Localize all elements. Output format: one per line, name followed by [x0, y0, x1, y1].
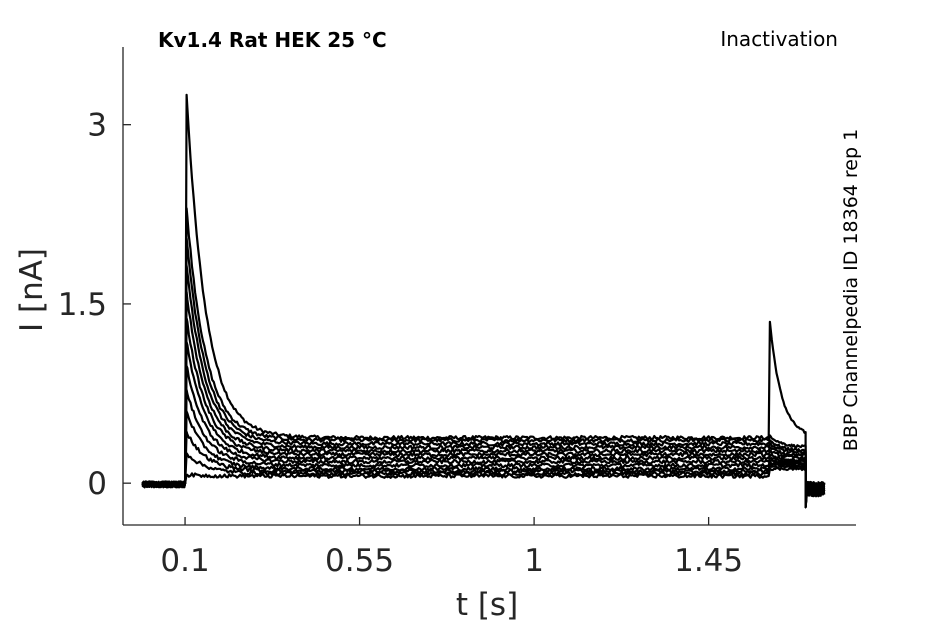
y-axis-label: I [nA] — [14, 248, 50, 332]
trace-line-3 — [141, 237, 826, 509]
x-tick-label: 0.1 — [160, 543, 209, 579]
trace-line-8 — [141, 365, 826, 509]
trace-line-9 — [141, 388, 826, 509]
x-tick-label: 0.55 — [325, 543, 394, 579]
trace-line-7 — [141, 341, 826, 509]
trace-line-1 — [141, 93, 826, 509]
trace-line-6 — [141, 317, 826, 509]
side-label: BBP Channelpedia ID 18364 rep 1 — [840, 129, 862, 451]
x-tick-label: 1 — [524, 543, 544, 579]
traces-group — [141, 93, 826, 509]
y-tick-label: 1.5 — [58, 287, 107, 323]
trace-line-5 — [141, 290, 826, 509]
y-ticks: 01.53 — [58, 108, 131, 502]
x-tick-label: 1.45 — [674, 543, 743, 579]
chart-title: Kv1.4 Rat HEK 25 °C — [158, 28, 387, 52]
y-tick-label: 0 — [87, 466, 107, 502]
chart-subtitle: Inactivation — [720, 27, 838, 51]
trace-line-13 — [141, 466, 826, 509]
x-ticks: 0.1 0.55 1 1.45 — [160, 517, 743, 579]
x-axis-label: t [s] — [456, 587, 518, 623]
trace-line-2 — [141, 207, 825, 509]
y-tick-label: 3 — [87, 108, 107, 144]
trace-line-4 — [141, 264, 825, 509]
